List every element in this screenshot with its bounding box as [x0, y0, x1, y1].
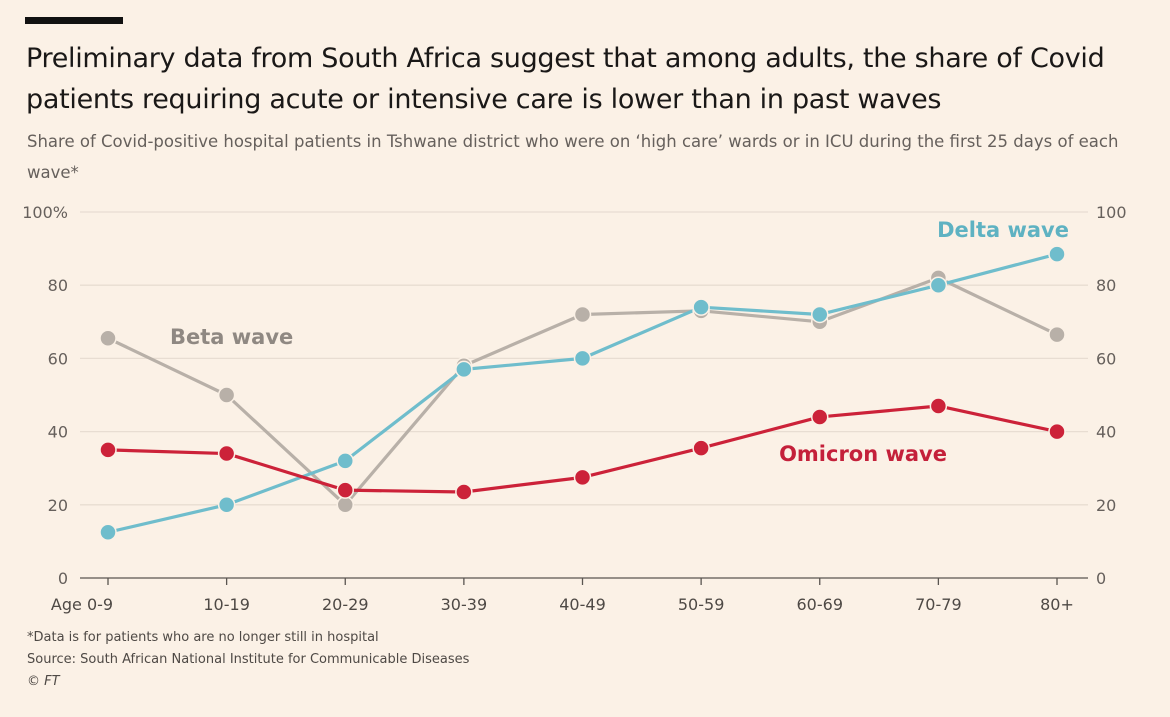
chart-title: Preliminary data from South Africa sugge…	[26, 43, 1105, 115]
x-tick-label: 30-39	[441, 595, 488, 614]
brand-bar	[25, 17, 123, 24]
y-tick-label-right: 20	[1096, 496, 1116, 515]
chart-subtitle: Share of Covid-positive hospital patient…	[27, 132, 1119, 182]
footnote: *Data is for patients who are no longer …	[27, 630, 379, 645]
data-point-delta-wave	[455, 360, 473, 379]
x-tick-label: 40-49	[559, 595, 606, 614]
y-tick-label-right: 40	[1096, 423, 1116, 442]
series-label: Beta wave	[170, 325, 293, 349]
data-point-delta-wave	[336, 452, 354, 470]
y-tick-label-left: 0	[58, 569, 68, 588]
data-point-beta-wave	[217, 386, 236, 404]
y-tick-label-left: 40	[48, 423, 68, 442]
chart-notes: *Data is for patients who are no longer …	[27, 627, 469, 693]
data-point-delta-wave	[811, 305, 829, 324]
data-point-delta-wave	[1048, 245, 1066, 263]
y-tick-label-right: 100	[1096, 203, 1127, 222]
data-point-delta-wave	[929, 276, 948, 294]
data-point-omicron-wave	[217, 444, 236, 463]
series-line-delta-wave	[107, 252, 1058, 534]
data-point-omicron-wave	[811, 408, 829, 426]
copyright-note: © FT	[27, 674, 60, 689]
source-note: Source: South African National Institute…	[27, 652, 470, 667]
data-point-delta-wave	[99, 523, 117, 541]
x-tick-label: 80+	[1040, 595, 1074, 614]
data-point-omicron-wave	[99, 441, 117, 459]
data-point-beta-wave	[573, 305, 592, 324]
data-point-omicron-wave	[692, 439, 710, 457]
series-label: Omicron wave	[779, 442, 947, 466]
data-point-delta-wave	[692, 298, 710, 316]
data-point-beta-wave	[1048, 325, 1066, 344]
data-point-omicron-wave	[336, 481, 354, 499]
x-tick-label: Age 0-9	[51, 595, 113, 614]
data-point-beta-wave	[336, 496, 354, 514]
series-label: Delta wave	[937, 218, 1069, 242]
x-tick-label: 10-19	[203, 595, 250, 614]
y-tick-label-right: 60	[1096, 349, 1116, 368]
y-tick-label-right: 0	[1096, 569, 1106, 588]
data-point-delta-wave	[573, 349, 592, 368]
data-point-omicron-wave	[1048, 422, 1066, 441]
data-point-omicron-wave	[929, 397, 948, 415]
x-tick-label: 50-59	[678, 595, 725, 614]
y-tick-label-left: 20	[48, 496, 68, 515]
x-tick-label: 20-29	[322, 595, 369, 614]
data-point-delta-wave	[217, 496, 236, 514]
data-point-omicron-wave	[573, 468, 592, 487]
y-tick-label-left: 100%	[22, 203, 68, 222]
x-tick-label: 70-79	[915, 595, 962, 614]
data-point-beta-wave	[99, 329, 117, 348]
y-tick-label-right: 80	[1096, 276, 1116, 295]
y-tick-label-left: 80	[48, 276, 68, 295]
y-tick-label-left: 60	[48, 349, 68, 368]
x-tick-label: 60-69	[797, 595, 844, 614]
data-point-omicron-wave	[455, 483, 473, 501]
